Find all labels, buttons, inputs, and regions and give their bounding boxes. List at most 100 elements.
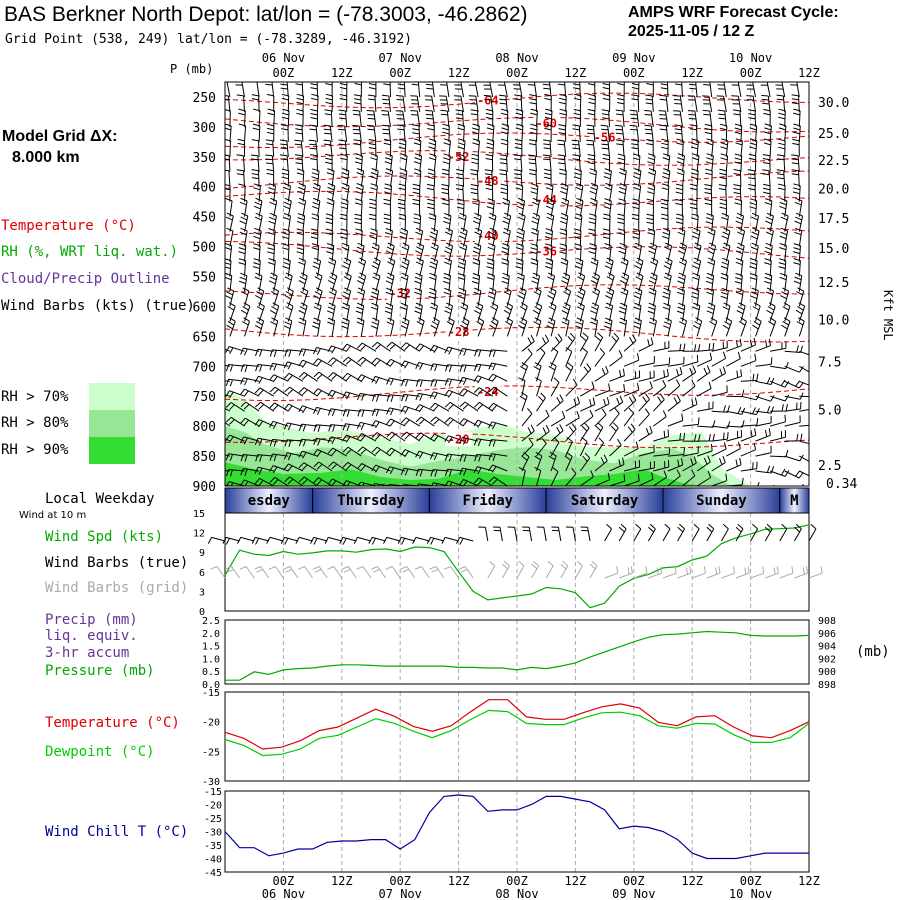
wind-barb bbox=[648, 168, 657, 187]
wind-barb bbox=[653, 410, 667, 427]
wind-barb bbox=[662, 566, 677, 579]
wind-barb bbox=[709, 317, 718, 337]
wind-barb bbox=[459, 242, 468, 262]
wind-barb bbox=[703, 82, 713, 98]
wind-barb bbox=[226, 82, 231, 98]
wind-barb bbox=[704, 184, 713, 202]
temperature-tick: -30 bbox=[202, 777, 220, 788]
wind-barb bbox=[544, 168, 552, 187]
wind-barb bbox=[328, 287, 337, 307]
wind-barb bbox=[238, 183, 246, 202]
wind-barb bbox=[225, 154, 231, 172]
weekday-cell bbox=[428, 487, 547, 514]
wind-barb bbox=[385, 168, 394, 187]
wind-barb bbox=[682, 379, 696, 397]
wind-barb bbox=[398, 213, 407, 232]
wind-barb bbox=[644, 110, 654, 127]
wind-barb bbox=[784, 401, 802, 412]
wind-barb bbox=[589, 182, 599, 202]
wind-barb bbox=[239, 227, 248, 247]
wind-barb bbox=[784, 483, 804, 486]
wind-barb bbox=[560, 560, 569, 579]
wind-barb bbox=[416, 317, 425, 337]
wind-barb bbox=[226, 317, 236, 337]
wind-barb bbox=[779, 566, 794, 579]
wind-barb bbox=[326, 302, 336, 322]
wind-barb bbox=[722, 317, 733, 337]
wind-barb bbox=[381, 124, 391, 142]
wind-barb bbox=[784, 415, 801, 427]
wind-barb bbox=[646, 198, 654, 217]
wind-barb bbox=[456, 536, 474, 545]
wind-barb bbox=[484, 169, 494, 187]
rh-legend-70: RH > 70% bbox=[1, 389, 69, 405]
wind-barb bbox=[283, 197, 292, 217]
wind-barb bbox=[459, 376, 479, 385]
wind-barb bbox=[239, 566, 255, 579]
wind-barb bbox=[544, 228, 553, 247]
wind-barb bbox=[488, 421, 508, 430]
wind-barb bbox=[281, 124, 289, 142]
wind-barb bbox=[337, 124, 348, 142]
wind-barb bbox=[284, 287, 294, 307]
wind-barb bbox=[675, 213, 684, 232]
wind-barb bbox=[630, 139, 640, 157]
wind-barb bbox=[696, 365, 711, 382]
wind-barb bbox=[792, 138, 800, 157]
wind-barb bbox=[692, 302, 701, 322]
wind-barb bbox=[546, 212, 555, 232]
wind-barb bbox=[252, 258, 261, 277]
contour-label-bg bbox=[474, 93, 501, 108]
wind-speed-tick: 6 bbox=[199, 568, 205, 579]
wind-barb bbox=[429, 272, 437, 292]
wind-barb bbox=[719, 168, 727, 187]
wind-barb bbox=[690, 138, 699, 157]
wind-barb bbox=[559, 243, 567, 262]
pressure-tick-label: 600 bbox=[193, 300, 216, 315]
wind-barb bbox=[459, 418, 479, 427]
wind-barb bbox=[415, 468, 435, 477]
wind-barb bbox=[711, 385, 728, 397]
wind-barb bbox=[580, 470, 594, 486]
wind-barb bbox=[520, 362, 529, 382]
contour-label-bg bbox=[533, 192, 560, 207]
wind-barb bbox=[546, 317, 556, 337]
wind-barb bbox=[459, 348, 479, 356]
wind-barb bbox=[298, 302, 308, 322]
wind-barb bbox=[414, 287, 422, 307]
wind-barb bbox=[400, 417, 420, 427]
wind-barb bbox=[544, 243, 553, 262]
wind-barb bbox=[799, 365, 809, 373]
wind-barb bbox=[370, 287, 380, 307]
wind-barb bbox=[603, 168, 612, 187]
wind-barb bbox=[615, 124, 625, 142]
wind-barb bbox=[383, 213, 392, 232]
wind-barb bbox=[473, 287, 482, 307]
wind-barb bbox=[623, 334, 637, 352]
wind-barb bbox=[791, 94, 800, 112]
wind-barb bbox=[603, 198, 612, 217]
top-hour-label: 00Z bbox=[273, 66, 295, 80]
wind-barb bbox=[687, 110, 698, 127]
wind-barb bbox=[457, 138, 466, 157]
wind-barb bbox=[328, 461, 347, 472]
wind-barb bbox=[579, 363, 592, 382]
wind-barb bbox=[517, 212, 526, 232]
wind-barb bbox=[371, 432, 391, 442]
wind-barb bbox=[308, 139, 318, 157]
wind-barb bbox=[298, 371, 318, 382]
wind-barb bbox=[696, 381, 712, 397]
wind-barb bbox=[427, 124, 435, 142]
wind-barb bbox=[386, 377, 406, 386]
wind-barb bbox=[251, 94, 260, 112]
wind-barb bbox=[667, 458, 684, 472]
wind-barb bbox=[711, 340, 728, 352]
wind-barb bbox=[240, 347, 260, 356]
wind-barb bbox=[457, 153, 465, 172]
wind-barb bbox=[755, 357, 773, 367]
bottom-hour-label: 12Z bbox=[798, 874, 820, 888]
wind-barb bbox=[765, 566, 779, 579]
wind-barb bbox=[312, 182, 321, 202]
wind-barb bbox=[547, 287, 557, 307]
bottom-date-label: 06 Nov bbox=[262, 887, 305, 900]
